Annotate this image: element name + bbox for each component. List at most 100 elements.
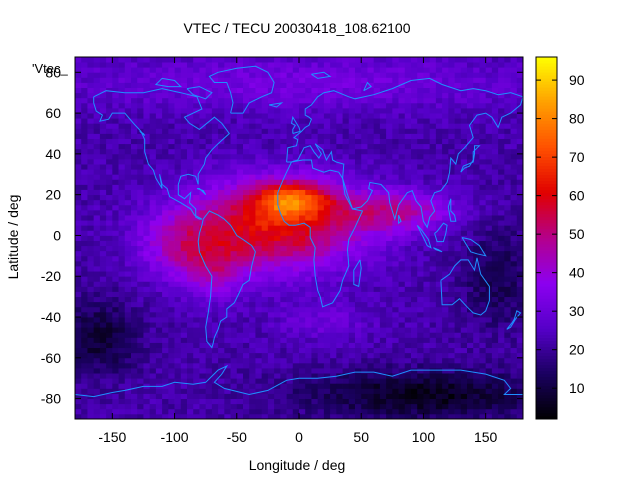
heatmap-cell — [162, 148, 169, 155]
heatmap-cell — [137, 378, 144, 384]
heatmap-cell — [336, 276, 343, 282]
heatmap-cell — [448, 230, 455, 236]
heatmap-cell — [491, 153, 499, 160]
heatmap-cell — [155, 179, 163, 185]
heatmap-cell — [124, 143, 132, 150]
heatmap-cell — [174, 260, 182, 267]
heatmap-cell — [292, 158, 300, 165]
heatmap-cell — [280, 347, 287, 354]
heatmap-cell — [491, 158, 499, 165]
heatmap-cell — [392, 97, 399, 104]
heatmap-cell — [504, 352, 511, 359]
heatmap-cell — [423, 102, 431, 109]
heatmap-cell — [386, 230, 393, 236]
heatmap-cell — [193, 281, 200, 287]
heatmap-cell — [417, 352, 424, 359]
heatmap-cell — [479, 220, 487, 226]
heatmap-cell — [305, 408, 312, 415]
heatmap-cell — [299, 383, 306, 389]
heatmap-cell — [460, 291, 468, 298]
heatmap-cell — [286, 153, 294, 160]
heatmap-cell — [317, 347, 325, 354]
heatmap-cell — [143, 388, 151, 394]
heatmap-cell — [361, 291, 368, 298]
heatmap-cell — [454, 123, 462, 129]
heatmap-cell — [435, 209, 443, 216]
heatmap-cell — [485, 204, 493, 211]
heatmap-cell — [99, 220, 107, 226]
heatmap-cell — [143, 92, 151, 99]
heatmap-cell — [187, 357, 194, 364]
heatmap-cell — [99, 322, 107, 328]
heatmap-cell — [137, 347, 144, 354]
heatmap-cell — [379, 97, 387, 104]
heatmap-cell — [137, 113, 144, 119]
heatmap-cell — [168, 158, 175, 165]
heatmap-cell — [249, 82, 256, 88]
heatmap-cell — [367, 107, 375, 114]
heatmap-cell — [467, 113, 474, 119]
heatmap-cell — [143, 322, 151, 328]
heatmap-cell — [460, 383, 468, 389]
heatmap-cell — [336, 215, 343, 221]
heatmap-cell — [504, 215, 511, 221]
heatmap-cell — [417, 72, 424, 78]
heatmap-cell — [373, 204, 381, 211]
heatmap-cell — [330, 102, 337, 109]
heatmap-cell — [261, 383, 269, 389]
heatmap-cell — [193, 138, 200, 145]
heatmap-cell — [510, 291, 518, 298]
heatmap-cell — [187, 317, 194, 323]
heatmap-cell — [305, 352, 312, 359]
heatmap-cell — [118, 158, 126, 165]
heatmap-cell — [137, 398, 144, 405]
heatmap-cell — [498, 255, 505, 262]
heatmap-cell — [267, 306, 275, 313]
heatmap-cell — [305, 57, 312, 63]
heatmap-cell — [286, 306, 294, 313]
heatmap-cell — [479, 230, 487, 236]
heatmap-cell — [292, 357, 300, 364]
heatmap-cell — [99, 383, 107, 389]
heatmap-cell — [417, 118, 424, 124]
heatmap-cell — [373, 352, 381, 359]
heatmap-cell — [317, 362, 325, 369]
heatmap-cell — [137, 174, 144, 180]
heatmap-cell — [255, 322, 263, 328]
heatmap-cell — [218, 271, 225, 277]
heatmap-cell — [118, 118, 126, 124]
heatmap-cell — [261, 327, 269, 333]
heatmap-cell — [99, 169, 107, 175]
heatmap-cell — [199, 138, 207, 145]
heatmap-cell — [199, 291, 207, 298]
heatmap-cell — [267, 240, 275, 247]
heatmap-cell — [205, 291, 213, 298]
heatmap-cell — [274, 77, 281, 83]
heatmap-cell — [211, 204, 219, 211]
heatmap-cell — [280, 368, 287, 374]
heatmap-cell — [93, 164, 101, 170]
heatmap-cell — [367, 189, 375, 196]
heatmap-cell — [249, 128, 256, 134]
heatmap-cell — [448, 276, 455, 282]
heatmap-cell — [336, 225, 343, 231]
heatmap-cell — [267, 72, 275, 78]
heatmap-cell — [224, 388, 231, 394]
heatmap-cell — [361, 306, 368, 313]
heatmap-cell — [299, 301, 306, 308]
heatmap-cell — [137, 342, 144, 349]
heatmap-cell — [342, 337, 350, 343]
heatmap-cell — [230, 220, 238, 226]
heatmap-cell — [199, 158, 207, 165]
heatmap-cell — [504, 332, 511, 338]
heatmap-cell — [467, 174, 474, 180]
heatmap-cell — [199, 118, 207, 124]
heatmap-cell — [323, 337, 331, 343]
heatmap-cell — [180, 92, 188, 99]
heatmap-cell — [392, 133, 399, 139]
heatmap-cell — [143, 215, 151, 221]
heatmap-cell — [205, 143, 213, 150]
heatmap-cell — [460, 393, 468, 400]
heatmap-cell — [131, 235, 138, 241]
heatmap-cell — [498, 107, 505, 114]
